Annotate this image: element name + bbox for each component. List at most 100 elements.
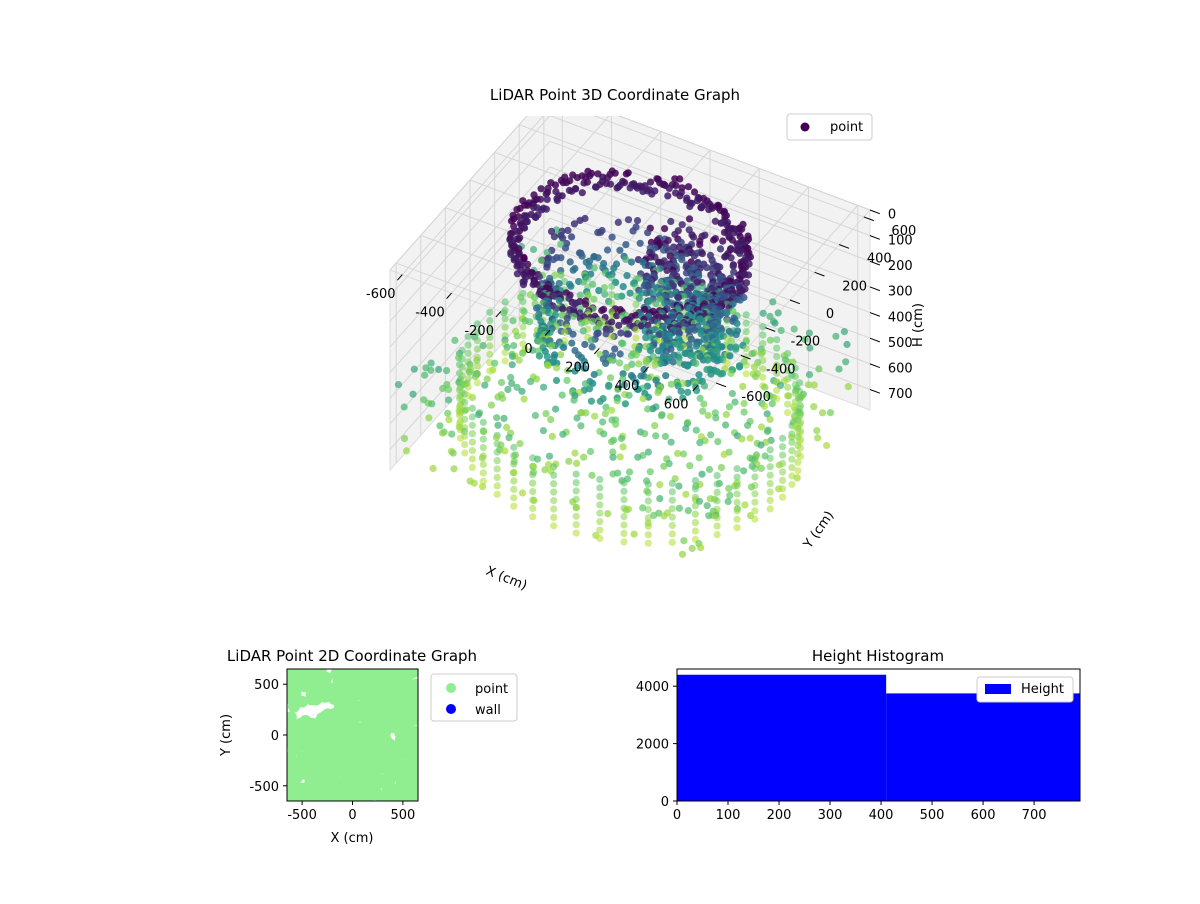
chart-3d-point [806, 344, 814, 352]
chart-3d-point [683, 362, 692, 370]
chart-3d-point [550, 353, 558, 361]
chart-3d-point [549, 256, 558, 264]
chart-3d-point [429, 464, 437, 473]
chart-3d-point [613, 312, 621, 320]
chart-3d-ytick-label: -600 [741, 390, 771, 405]
chart-3d-point [569, 266, 577, 274]
histogram-xtick-label: 600 [971, 808, 996, 823]
histogram-bar [677, 674, 887, 801]
chart-3d-point [602, 330, 610, 338]
chart-3d-point [550, 471, 558, 479]
chart-3d-point [722, 410, 731, 419]
chart-3d-point [687, 335, 695, 343]
chart-3d-point [603, 246, 612, 254]
chart-2d-point [296, 669, 309, 681]
chart-2d-point [288, 721, 301, 733]
chart-3d-point [525, 318, 534, 326]
chart-3d-point [743, 237, 751, 245]
chart-3d-xtick-mark [692, 385, 699, 392]
chart-3d-point [766, 471, 774, 479]
chart-3d-point [637, 372, 645, 380]
chart-3d-point [759, 340, 767, 348]
chart-3d-point [668, 505, 676, 513]
chart-3d-point [691, 485, 700, 493]
chart-3d-point [520, 395, 528, 403]
chart-3d-point [663, 266, 671, 274]
chart-3d-point [668, 479, 676, 487]
chart-3d-point [722, 421, 730, 429]
chart-3d-point [689, 233, 698, 241]
grid-back-z [549, 166, 871, 288]
chart-3d-point [634, 453, 642, 461]
chart-3d-point [668, 513, 676, 521]
chart-3d-point [707, 370, 715, 378]
chart-3d-point [464, 341, 472, 349]
chart-3d-point [487, 401, 495, 409]
chart-3d-point [773, 344, 781, 352]
chart-3d-point [844, 383, 852, 391]
chart-3d-ytick-mark [715, 382, 727, 388]
chart-3d-point [644, 522, 652, 530]
chart-3d-point [508, 361, 516, 369]
chart-3d-point [698, 470, 706, 478]
chart-3d-point [644, 321, 652, 329]
grid-back-z [617, 116, 871, 211]
chart-3d-point [622, 506, 630, 514]
chart-3d-point [558, 391, 566, 399]
chart-3d-point [668, 496, 676, 504]
chart-3d-point [624, 216, 633, 224]
chart-3d-point [513, 332, 521, 340]
chart-3d-point [614, 218, 622, 226]
chart-3d-point [568, 339, 576, 347]
chart-3d-point [586, 447, 595, 456]
histogram-xtick-label: 300 [818, 808, 843, 823]
chart-3d-point [486, 333, 494, 341]
chart-3d-point [622, 241, 630, 249]
chart-3d-point [508, 352, 517, 360]
chart-3d-point [733, 465, 741, 473]
chart-3d-point [596, 518, 604, 526]
chart-2d-point [350, 759, 363, 772]
chart-3d-point [505, 434, 513, 442]
chart-3d-point [625, 468, 634, 476]
chart-3d-point [742, 328, 750, 336]
chart-2d-point [296, 695, 309, 708]
chart-3d-point [550, 522, 558, 530]
chart-2d: LiDAR Point 2D Coordinate Graph -500 0 500… [219, 647, 518, 846]
chart-3d-point [620, 479, 628, 487]
chart-histogram: Height Histogram 0 100 200 300 400 500 600 7000… [636, 647, 1081, 823]
chart-2d-point [398, 718, 411, 731]
chart-3d-point [635, 294, 643, 302]
chart-3d-point [674, 449, 682, 457]
chart-3d-point [580, 179, 588, 187]
chart-3d-point [668, 521, 676, 530]
chart-3d-point [609, 448, 617, 456]
chart-3d-ztick-label: 600 [888, 362, 913, 377]
chart-3d-point [794, 458, 802, 466]
chart-3d-point [468, 393, 477, 402]
chart-3d-point [483, 375, 491, 383]
chart-3d-point [704, 356, 712, 364]
chart-3d-point [544, 361, 552, 370]
chart-2d-ticks: -500 0 500 -500 0 500 [249, 678, 415, 823]
chart-3d-point [486, 317, 494, 325]
chart-3d-point [644, 480, 652, 488]
chart-2d-point [323, 690, 336, 703]
chart-3d-point [733, 498, 741, 506]
chart-3d-point [696, 394, 704, 402]
chart-3d-point [751, 515, 759, 523]
chart-3d-point [620, 529, 628, 538]
chart-3d-point [510, 443, 518, 451]
chart-3d-ztick-mark [869, 260, 881, 266]
chart-3d-point [667, 438, 675, 446]
chart-3d-point [805, 371, 814, 379]
chart-3d-ytick-mark [839, 244, 850, 249]
chart-3d-point [623, 363, 631, 371]
chart-3d-point [608, 333, 616, 341]
chart-2d-point [350, 781, 363, 794]
chart-3d-point [742, 370, 750, 378]
chart-3d-point [690, 252, 698, 260]
chart-3d-point [513, 383, 521, 391]
chart-2d-point [338, 766, 351, 779]
chart-3d-point [680, 537, 688, 545]
